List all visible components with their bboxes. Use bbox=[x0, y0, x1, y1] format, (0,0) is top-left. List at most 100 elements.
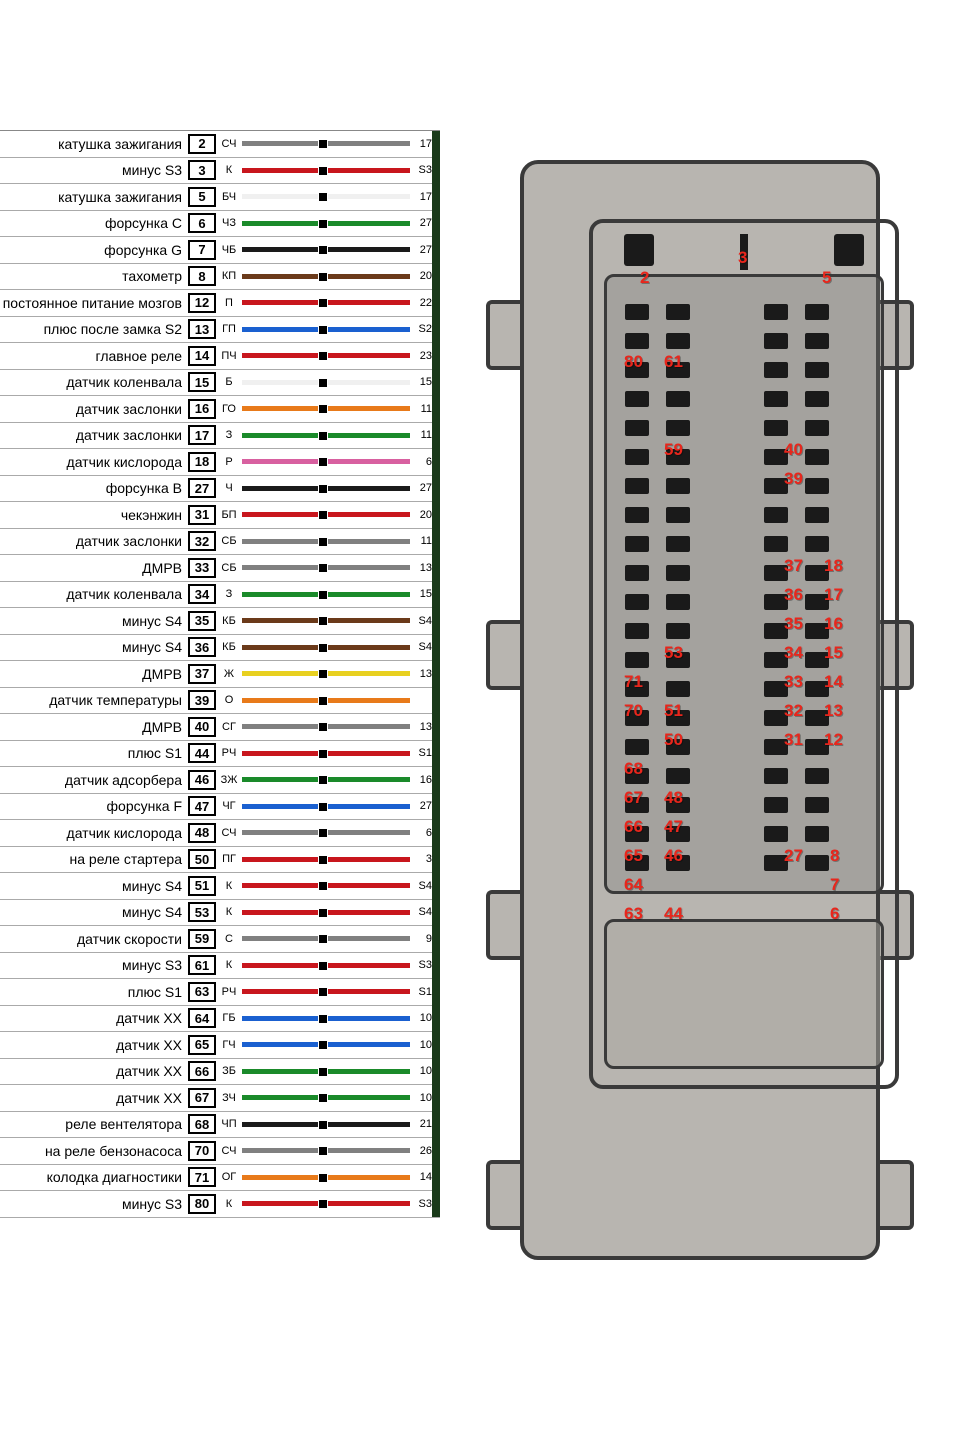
pinout-row: чекэнжин31БП20 bbox=[0, 502, 440, 529]
wire-segment: ГЧ10 bbox=[216, 1039, 432, 1051]
end-strip bbox=[432, 157, 440, 184]
signal-label: датчик заслонки bbox=[0, 533, 188, 549]
wire-code-right: 13 bbox=[410, 668, 432, 680]
pinout-row: ДМРВ33СБ13 bbox=[0, 555, 440, 582]
pin-hole bbox=[666, 536, 690, 552]
wire-line bbox=[242, 247, 410, 252]
pinout-row: ДМРВ40СГ13 bbox=[0, 714, 440, 741]
end-strip bbox=[432, 475, 440, 502]
pin-hole bbox=[764, 420, 788, 436]
wire-line bbox=[242, 830, 410, 835]
wire-segment: КS3 bbox=[216, 164, 432, 176]
wire-segment: БП20 bbox=[216, 509, 432, 521]
wire-line bbox=[242, 857, 410, 862]
wire-line bbox=[242, 539, 410, 544]
wire-code-left: ЗЖ bbox=[216, 774, 242, 786]
connector-pin-label: 36 bbox=[784, 585, 803, 605]
pinout-row: плюс после замка S213ГПS2 bbox=[0, 317, 440, 344]
wire-code-right: 14 bbox=[410, 1171, 432, 1183]
wire-line bbox=[242, 433, 410, 438]
wire-line bbox=[242, 486, 410, 491]
pinout-row: датчик адсорбера46ЗЖ16 bbox=[0, 767, 440, 794]
end-strip bbox=[432, 263, 440, 290]
wire-code-left: З bbox=[216, 429, 242, 441]
wire-segment: ЗЖ 16 bbox=[216, 774, 432, 786]
end-strip bbox=[432, 581, 440, 608]
pin-hole bbox=[625, 536, 649, 552]
signal-label: датчик коленвала bbox=[0, 374, 188, 390]
wire-code-left: ЗЧ bbox=[216, 1092, 242, 1104]
wire-code-right: S4 bbox=[410, 906, 432, 918]
wire-code-right: 15 bbox=[410, 588, 432, 600]
wire-code-left: СЧ bbox=[216, 827, 242, 839]
signal-label: катушка зажигания bbox=[0, 189, 188, 205]
pin-hole bbox=[764, 333, 788, 349]
wire-code-right: S3 bbox=[410, 1198, 432, 1210]
end-strip bbox=[432, 449, 440, 476]
wire-segment: ЧЗ27 bbox=[216, 217, 432, 229]
end-strip bbox=[432, 687, 440, 714]
end-strip bbox=[432, 1058, 440, 1085]
wire-segment: ПГ3 bbox=[216, 853, 432, 865]
connector-pin-label: 66 bbox=[624, 817, 643, 837]
wire-code-left: ЗБ bbox=[216, 1065, 242, 1077]
wire-code-right: S4 bbox=[410, 641, 432, 653]
wire-segment: КS4 bbox=[216, 880, 432, 892]
wire-code-left: СЧ bbox=[216, 1145, 242, 1157]
connector-pin-label: 16 bbox=[824, 614, 843, 634]
pin-hole bbox=[805, 333, 829, 349]
wire-segment: КБS4 bbox=[216, 615, 432, 627]
pin-hole bbox=[805, 507, 829, 523]
end-strip bbox=[432, 131, 440, 158]
pinout-row: постоянное питание мозгов12П22 bbox=[0, 290, 440, 317]
wire-segment: СГ13 bbox=[216, 721, 432, 733]
end-strip bbox=[432, 502, 440, 529]
pin-number: 71 bbox=[188, 1167, 216, 1187]
pin-grid-row bbox=[625, 326, 829, 355]
pin-number: 67 bbox=[188, 1088, 216, 1108]
wire-line bbox=[242, 141, 410, 146]
wire-code-left: СГ bbox=[216, 721, 242, 733]
pinout-row: датчик кислорода48СЧ6 bbox=[0, 820, 440, 847]
signal-label: чекэнжин bbox=[0, 507, 188, 523]
wire-line bbox=[242, 300, 410, 305]
pin-hole bbox=[666, 594, 690, 610]
wire-code-right: 3 bbox=[410, 853, 432, 865]
wire-line bbox=[242, 406, 410, 411]
pin-hole bbox=[625, 565, 649, 581]
signal-label: датчик ХХ bbox=[0, 1090, 188, 1106]
wire-code-right: 17 bbox=[410, 138, 432, 150]
wire-line bbox=[242, 777, 410, 782]
wire-line bbox=[242, 1201, 410, 1206]
signal-label: форсунка В bbox=[0, 480, 188, 496]
connector-body: 2358061594039371836173516533415713314705… bbox=[520, 160, 880, 1260]
wire-segment: ЧГ27 bbox=[216, 800, 432, 812]
connector-pin-label: 48 bbox=[664, 788, 683, 808]
pin-number: 34 bbox=[188, 584, 216, 604]
signal-label: ДМРВ bbox=[0, 560, 188, 576]
signal-label: плюс S1 bbox=[0, 745, 188, 761]
wire-line bbox=[242, 194, 410, 199]
wire-code-left: РЧ bbox=[216, 986, 242, 998]
wire-segment: ЧП21 bbox=[216, 1118, 432, 1130]
pin-hole bbox=[666, 333, 690, 349]
end-strip bbox=[432, 979, 440, 1006]
wire-segment: КБS4 bbox=[216, 641, 432, 653]
wire-segment: КS4 bbox=[216, 906, 432, 918]
wire-code-right: 16 bbox=[410, 774, 432, 786]
wire-code-left: ГЧ bbox=[216, 1039, 242, 1051]
wire-code-left: К bbox=[216, 1198, 242, 1210]
wire-segment: СБ11 bbox=[216, 535, 432, 547]
pin-grid-row bbox=[625, 384, 829, 413]
pinout-row: датчик скорости59С9 bbox=[0, 926, 440, 953]
pin-number: 66 bbox=[188, 1061, 216, 1081]
pin-number: 6 bbox=[188, 213, 216, 233]
wire-code-left: ОГ bbox=[216, 1171, 242, 1183]
end-strip bbox=[432, 1164, 440, 1191]
pin-hole bbox=[625, 739, 649, 755]
connector-pin-label: 8 bbox=[830, 846, 839, 866]
connector-pin-label: 63 bbox=[624, 904, 643, 924]
pin-hole bbox=[805, 797, 829, 813]
wire-segment: БЧ17 bbox=[216, 191, 432, 203]
wire-code-right: 22 bbox=[410, 297, 432, 309]
